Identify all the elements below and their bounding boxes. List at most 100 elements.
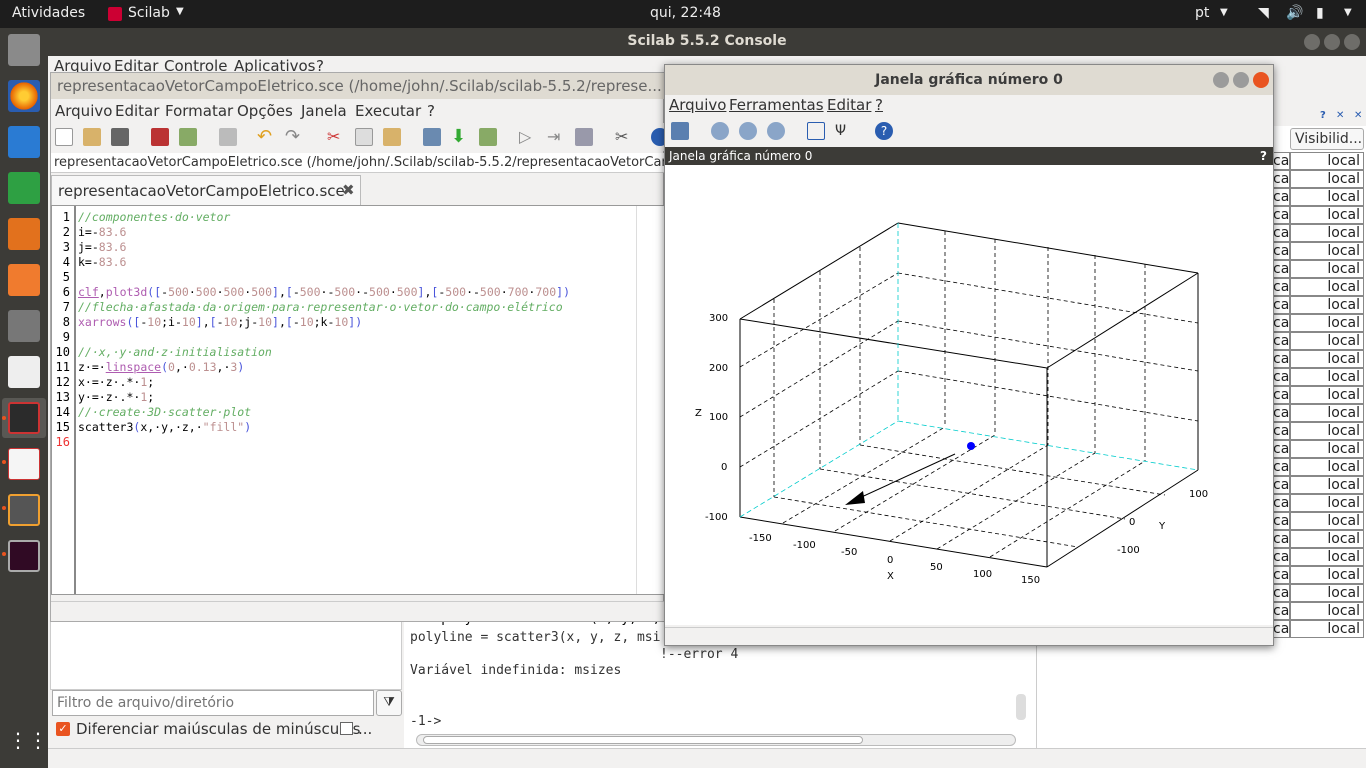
- editor-menu-janela[interactable]: Janela: [301, 102, 347, 120]
- save-icon[interactable]: [151, 128, 169, 146]
- variable-name-cell[interactable]: cal: [1272, 440, 1290, 458]
- help-icon[interactable]: ?: [1320, 110, 1326, 121]
- sublime-icon[interactable]: [8, 494, 40, 526]
- variable-visibility-cell[interactable]: local: [1290, 620, 1364, 638]
- variable-visibility-cell[interactable]: local: [1290, 512, 1364, 530]
- variable-visibility-cell[interactable]: local: [1290, 368, 1364, 386]
- variable-visibility-cell[interactable]: local: [1290, 314, 1364, 332]
- editor-menu-formatar[interactable]: Formatar: [165, 102, 234, 120]
- tools-icon[interactable]: ✂: [615, 127, 629, 146]
- zoom-out-icon[interactable]: [739, 122, 757, 140]
- editor-menu-opcoes[interactable]: Opções: [237, 102, 293, 120]
- variable-visibility-cell[interactable]: local: [1290, 494, 1364, 512]
- show-apps-icon[interactable]: ⋮⋮: [8, 728, 48, 752]
- console-vscrollbar[interactable]: [1016, 694, 1026, 720]
- file-filter-input[interactable]: [52, 690, 374, 716]
- graphic-menu-ferramentas[interactable]: Ferramentas: [729, 96, 824, 114]
- execute-file-icon[interactable]: ⇥: [547, 127, 561, 146]
- variable-visibility-cell[interactable]: local: [1290, 548, 1364, 566]
- visibility-column-header[interactable]: Visibilid...: [1290, 128, 1364, 150]
- variable-visibility-cell[interactable]: local: [1290, 332, 1364, 350]
- activities-button[interactable]: Atividades: [12, 5, 86, 21]
- variable-name-cell[interactable]: cal: [1272, 566, 1290, 584]
- editor-tab[interactable]: representacaoVetorCampoEletrico.sce ✖: [51, 175, 361, 205]
- plot-3d-svg[interactable]: 300 200 100 0 -100 Z -150 -100 -50 0 50 …: [665, 165, 1273, 625]
- variable-visibility-cell[interactable]: local: [1290, 386, 1364, 404]
- copy-icon[interactable]: [355, 128, 373, 146]
- scrollbar-thumb[interactable]: [423, 736, 863, 744]
- editor-tree-icon[interactable]: Ψ: [835, 123, 847, 139]
- variable-name-cell[interactable]: cal: [1272, 584, 1290, 602]
- graphic-menu-editar[interactable]: Editar: [827, 96, 872, 114]
- regex-checkbox[interactable]: [340, 722, 353, 735]
- variable-name-cell[interactable]: cal: [1272, 188, 1290, 206]
- graphic-menu-arquivo[interactable]: Arquivo: [669, 96, 727, 114]
- file-browser-list[interactable]: [50, 620, 402, 690]
- debug-icon[interactable]: [575, 128, 593, 146]
- variable-name-cell[interactable]: cal: [1272, 224, 1290, 242]
- close-icon[interactable]: [1253, 72, 1269, 88]
- maximize-icon[interactable]: [1233, 72, 1249, 88]
- zoom-in-icon[interactable]: [711, 122, 729, 140]
- menu-aplicativos[interactable]: Aplicativos: [234, 57, 316, 75]
- volume-icon[interactable]: 🔊: [1286, 5, 1304, 21]
- editor-menu-editar[interactable]: Editar: [115, 102, 160, 120]
- variable-visibility-cell[interactable]: local: [1290, 566, 1364, 584]
- redo-icon[interactable]: ↷: [285, 126, 301, 147]
- text-editor-icon[interactable]: [8, 356, 40, 388]
- battery-icon[interactable]: ▮: [1316, 5, 1324, 21]
- variable-visibility-cell[interactable]: local: [1290, 602, 1364, 620]
- variable-name-cell[interactable]: cal: [1272, 260, 1290, 278]
- load-into-scilab-icon[interactable]: ⬇: [451, 126, 467, 147]
- variable-visibility-cell[interactable]: local: [1290, 584, 1364, 602]
- variable-name-cell[interactable]: cal: [1272, 476, 1290, 494]
- variable-name-cell[interactable]: cal: [1272, 458, 1290, 476]
- scilab-xcos-icon[interactable]: [8, 448, 40, 480]
- writer-icon[interactable]: [8, 126, 40, 158]
- variable-name-cell[interactable]: cal: [1272, 512, 1290, 530]
- variable-name-cell[interactable]: cal: [1272, 206, 1290, 224]
- paste-icon[interactable]: [383, 128, 401, 146]
- minimize-icon[interactable]: [1213, 72, 1229, 88]
- variable-name-cell[interactable]: cal: [1272, 296, 1290, 314]
- menu-controle[interactable]: Controle: [164, 57, 228, 75]
- language-indicator[interactable]: pt: [1195, 5, 1210, 21]
- wifi-icon[interactable]: ◥: [1258, 5, 1269, 21]
- new-file-icon[interactable]: [55, 128, 73, 146]
- variable-visibility-cell[interactable]: local: [1290, 260, 1364, 278]
- close-icon[interactable]: [1344, 34, 1360, 50]
- variable-name-cell[interactable]: cal: [1272, 548, 1290, 566]
- variable-name-cell[interactable]: cal: [1272, 350, 1290, 368]
- calc-icon[interactable]: [8, 172, 40, 204]
- app-menu[interactable]: Scilab: [128, 5, 170, 21]
- variable-visibility-cell[interactable]: local: [1290, 152, 1364, 170]
- cut-icon[interactable]: ✂: [327, 127, 341, 146]
- editor-menu-arquivo[interactable]: Arquivo: [55, 102, 113, 120]
- undock-icon[interactable]: ✕: [1336, 110, 1345, 121]
- open-recent-icon[interactable]: [111, 128, 129, 146]
- variable-name-cell[interactable]: cal: [1272, 152, 1290, 170]
- variable-visibility-cell[interactable]: local: [1290, 458, 1364, 476]
- variable-visibility-cell[interactable]: local: [1290, 404, 1364, 422]
- close-tab-icon[interactable]: ✖: [342, 181, 355, 199]
- variable-name-cell[interactable]: cal: [1272, 242, 1290, 260]
- maximize-icon[interactable]: [1324, 34, 1340, 50]
- files-icon[interactable]: [8, 34, 40, 66]
- variable-name-cell[interactable]: cal: [1272, 368, 1290, 386]
- variable-visibility-cell[interactable]: local: [1290, 350, 1364, 368]
- variable-name-cell[interactable]: cal: [1272, 386, 1290, 404]
- variable-name-cell[interactable]: cal: [1272, 620, 1290, 638]
- help-icon[interactable]: ?: [875, 122, 893, 140]
- editor-menu-executar[interactable]: Executar: [355, 102, 422, 120]
- variable-visibility-cell[interactable]: local: [1290, 440, 1364, 458]
- variable-name-cell[interactable]: cal: [1272, 314, 1290, 332]
- variable-name-cell[interactable]: cal: [1272, 530, 1290, 548]
- variable-name-cell[interactable]: cal: [1272, 494, 1290, 512]
- variable-name-cell[interactable]: cal: [1272, 422, 1290, 440]
- menu-help[interactable]: ?: [316, 57, 324, 75]
- software-center-icon[interactable]: [8, 264, 40, 296]
- code-editor[interactable]: 1 2 3 4 5 6 7 8 9 10 11 12 13 14 15 16 //componentes·do…: [51, 205, 665, 595]
- rotate-icon[interactable]: [671, 122, 689, 140]
- undo-icon[interactable]: ↶: [257, 126, 273, 147]
- variable-visibility-cell[interactable]: local: [1290, 188, 1364, 206]
